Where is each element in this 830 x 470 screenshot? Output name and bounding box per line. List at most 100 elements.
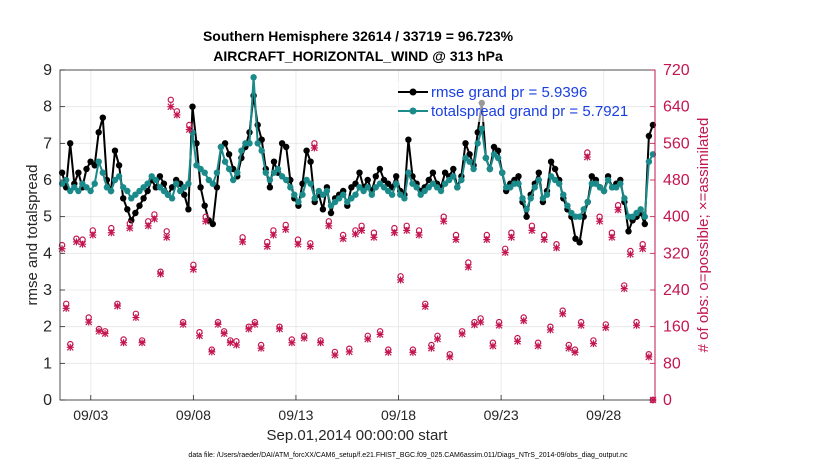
obs-assimilated-marker — [565, 344, 573, 352]
rmse-point — [429, 169, 437, 176]
obs-assimilated-marker — [107, 229, 115, 237]
totalspread-point — [234, 169, 241, 176]
legend-rmse-label: rmse grand pr = 5.9396 — [431, 84, 587, 101]
totalspread-point — [340, 191, 347, 198]
obs-assimilated-marker — [559, 310, 567, 318]
obs-assimilated-marker — [189, 265, 197, 273]
totalspread-point — [600, 187, 608, 195]
totalspread-point — [152, 176, 159, 184]
totalspread-point — [67, 187, 74, 195]
y-tick-label: 5 — [43, 209, 52, 226]
obs-assimilated-marker — [477, 318, 485, 326]
obs-assimilated-marker — [157, 270, 165, 278]
totalspread-point — [258, 147, 265, 154]
rmse-point — [535, 169, 542, 176]
totalspread-point — [637, 206, 644, 213]
totalspread-point — [307, 180, 314, 187]
totalspread-point — [617, 180, 624, 187]
y-right-tick-label: 160 — [663, 319, 690, 336]
totalspread-point — [144, 180, 151, 187]
y-right-tick-label: 400 — [663, 209, 690, 226]
rmse-point — [120, 195, 127, 202]
rmse-point — [466, 151, 473, 158]
obs-assimilated-marker — [331, 351, 339, 359]
rmse-point — [425, 176, 432, 184]
rmse-point — [156, 173, 164, 180]
rmse-point — [625, 228, 632, 235]
totalspread-point — [344, 198, 351, 206]
obs-assimilated-marker — [345, 348, 353, 356]
totalspread-point — [87, 187, 94, 195]
rmse-point — [405, 136, 412, 143]
totalspread-point — [633, 209, 640, 217]
totalspread-point — [168, 195, 176, 202]
rmse-point — [356, 169, 363, 176]
rmse-point — [380, 176, 388, 184]
totalspread-point — [556, 180, 563, 187]
y-tick-label: 4 — [43, 245, 52, 262]
rmse-point — [278, 140, 286, 147]
y-right-tick-label: 320 — [663, 245, 690, 262]
totalspread-point — [519, 195, 526, 202]
totalspread-point — [397, 191, 404, 198]
obs-assimilated-marker — [276, 325, 284, 333]
totalspread-point — [470, 165, 477, 173]
obs-assimilated-marker — [317, 339, 325, 347]
y-tick-label: 1 — [43, 355, 52, 372]
obs-assimilated-marker — [251, 320, 259, 328]
obs-assimilated-marker — [89, 231, 97, 239]
obs-assimilated-marker — [132, 314, 140, 321]
rmse-point — [197, 184, 204, 191]
obs-assimilated-marker — [434, 335, 442, 343]
totalspread-point — [278, 173, 286, 180]
obs-assimilated-marker — [470, 321, 478, 329]
totalspread-point — [621, 195, 628, 202]
obs-assimilated-marker — [269, 231, 277, 239]
totalspread-point — [560, 191, 567, 198]
totalspread-point — [523, 206, 530, 213]
obs-assimilated-marker — [553, 244, 561, 252]
legend-box — [397, 82, 593, 122]
obs-assimilated-marker — [208, 348, 216, 356]
obs-assimilated-marker — [163, 233, 171, 241]
y-tick-label: 9 — [43, 62, 52, 79]
totalspread-point — [173, 180, 180, 187]
obs-assimilated-marker — [440, 217, 448, 225]
totalspread-point — [462, 154, 469, 162]
rmse-point — [221, 140, 229, 147]
y-axis-label-right: # of obs: o=possible; ×=assimilated — [695, 118, 712, 353]
obs-assimilated-marker — [415, 231, 423, 239]
totalspread-point — [490, 151, 498, 158]
obs-assimilated-marker — [226, 339, 234, 347]
obs-assimilated-marker — [113, 302, 121, 310]
y-right-tick-label: 0 — [663, 392, 672, 409]
obs-assimilated-marker — [633, 321, 641, 329]
totalspread-point — [250, 74, 257, 81]
totalspread-point — [71, 184, 78, 191]
x-tick-label: 09/13 — [278, 407, 313, 423]
obs-assimilated-marker — [144, 222, 152, 230]
obs-assimilated-marker — [639, 245, 647, 253]
obs-assimilated-marker — [245, 325, 253, 333]
totalspread-point — [83, 184, 90, 191]
totalspread-point — [209, 180, 216, 187]
obs-assimilated-marker — [257, 344, 265, 352]
y-tick-label: 2 — [43, 319, 52, 336]
obs-assimilated-marker — [232, 341, 240, 349]
obs-assimilated-marker — [358, 226, 366, 234]
totalspread-point — [401, 195, 408, 202]
rmse-point — [462, 140, 469, 147]
totalspread-point — [225, 165, 233, 173]
totalspread-point — [446, 176, 453, 184]
totalspread-point — [356, 184, 363, 191]
obs-assimilated-marker — [577, 321, 585, 329]
totalspread-point — [360, 187, 367, 195]
obs-assimilated-marker — [546, 326, 554, 334]
obs-assimilated-marker — [62, 304, 70, 312]
totalspread-point — [213, 169, 221, 176]
x-axis-label: Sep.01,2014 00:00:00 start — [267, 427, 449, 444]
totalspread-point — [380, 184, 388, 191]
rmse-point — [515, 173, 522, 180]
chart-subtitle: AIRCRAFT_HORIZONTAL_WIND @ 313 hPa — [213, 48, 503, 64]
